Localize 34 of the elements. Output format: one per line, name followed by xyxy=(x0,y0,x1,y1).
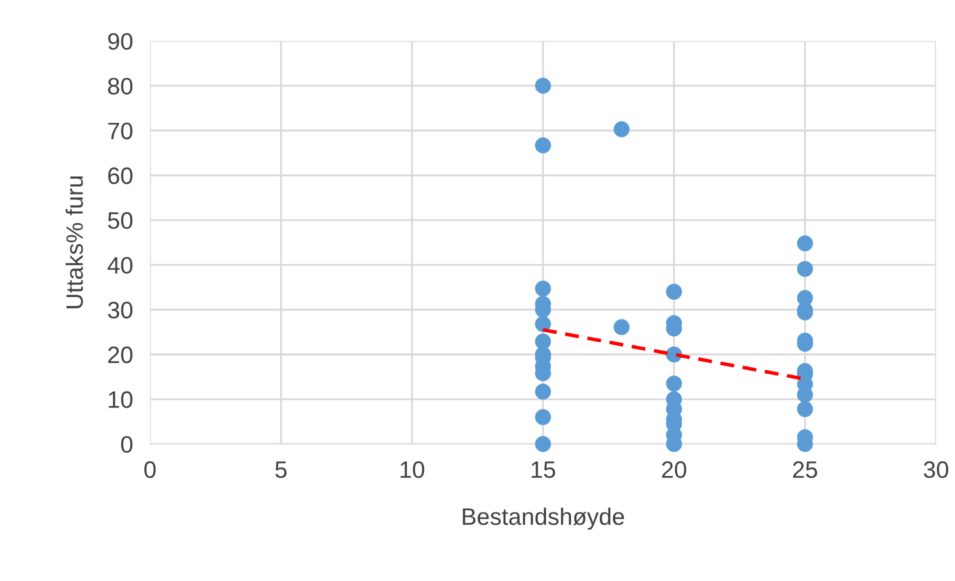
point xyxy=(535,409,551,426)
point xyxy=(535,333,551,350)
y-tick-label: 60 xyxy=(108,167,132,184)
y-tick-label: 70 xyxy=(108,122,132,140)
y-tick-label: 0 xyxy=(121,436,132,453)
point xyxy=(797,235,813,252)
x-tick-label: 15 xyxy=(532,462,556,478)
point xyxy=(666,376,682,392)
point xyxy=(535,137,551,154)
point xyxy=(666,284,682,300)
x-tick-label: 10 xyxy=(400,461,424,478)
y-tick-label: 30 xyxy=(108,302,132,318)
y-tick-label: 10 xyxy=(108,391,132,408)
point xyxy=(535,384,551,400)
point xyxy=(535,316,551,332)
x-tick-label: 30 xyxy=(924,461,948,478)
point xyxy=(535,436,551,452)
point xyxy=(614,319,630,336)
y-tick-label: 40 xyxy=(108,256,132,274)
x-axis-title: Bestandshøyde xyxy=(462,508,624,530)
y-axis-title: Uttaks% furu xyxy=(66,176,83,308)
y-tick-label: 20 xyxy=(108,346,132,364)
x-tick-label: 0 xyxy=(144,461,156,478)
x-tick-label: 20 xyxy=(662,461,686,478)
point xyxy=(535,78,551,94)
x-tick-label: 25 xyxy=(793,461,818,478)
x-tick-label: 5 xyxy=(275,462,287,478)
y-tick-label: 80 xyxy=(108,78,132,95)
y-tick-label: 90 xyxy=(108,33,132,50)
point xyxy=(797,260,813,277)
point xyxy=(614,121,630,138)
point xyxy=(535,280,551,297)
point xyxy=(797,401,813,418)
y-tick-label: 50 xyxy=(108,212,132,229)
